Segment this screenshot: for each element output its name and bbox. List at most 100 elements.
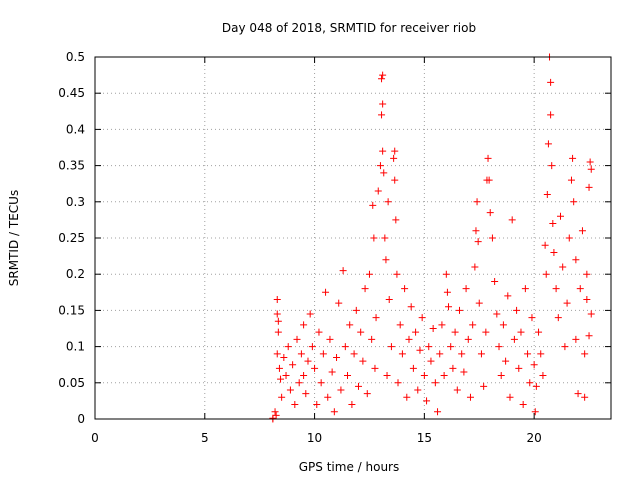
data-point (471, 263, 479, 271)
data-point (379, 71, 387, 79)
data-point (552, 285, 560, 293)
y-tick-label: 0.4 (66, 122, 85, 136)
x-tick-label: 5 (201, 431, 209, 445)
data-point (354, 382, 362, 390)
data-point (302, 390, 310, 398)
data-point (585, 332, 593, 340)
data-point (488, 234, 496, 242)
data-point (502, 357, 510, 365)
y-tick-label: 0.35 (58, 159, 85, 173)
data-point (280, 353, 288, 361)
data-point (346, 321, 354, 329)
data-point (570, 198, 578, 206)
data-point (378, 111, 386, 119)
data-point (385, 296, 393, 304)
data-point (497, 372, 505, 380)
data-point (295, 379, 303, 387)
data-point (472, 227, 480, 235)
y-axis-label: SRMTID / TECUs (7, 190, 21, 286)
data-point (365, 270, 373, 278)
data-point (519, 401, 527, 409)
data-point (330, 408, 338, 416)
data-point (485, 176, 493, 184)
data-point (313, 401, 321, 409)
data-point (381, 234, 389, 242)
data-point (429, 325, 437, 332)
data-point (543, 191, 551, 199)
data-point (547, 78, 555, 86)
data-point (508, 216, 516, 224)
data-point (587, 310, 595, 318)
x-tick-label: 15 (417, 431, 432, 445)
data-point (357, 328, 365, 336)
data-point (393, 270, 401, 278)
data-point (277, 375, 285, 383)
data-point (567, 176, 575, 184)
x-axis-label: GPS time / hours (299, 460, 400, 474)
data-point (431, 379, 439, 387)
data-point (572, 256, 580, 264)
data-point (423, 397, 431, 405)
data-point (324, 393, 332, 401)
data-point (359, 357, 367, 365)
data-point (515, 364, 523, 372)
data-point (537, 350, 545, 358)
data-point (440, 372, 448, 380)
data-point (443, 288, 451, 296)
data-point (271, 408, 279, 416)
data-point (541, 241, 549, 249)
data-point (337, 386, 345, 394)
data-point (482, 328, 490, 336)
data-point (363, 390, 371, 398)
chart-title: Day 048 of 2018, SRMTID for receiver rio… (222, 21, 476, 35)
data-point (380, 169, 388, 177)
data-point (493, 310, 501, 318)
data-point (559, 263, 567, 271)
data-point (304, 357, 312, 365)
data-point (311, 364, 319, 372)
x-tick-label: 20 (527, 431, 542, 445)
y-tick-label: 0.15 (58, 303, 85, 317)
data-point (369, 201, 377, 209)
data-point (275, 364, 283, 372)
data-point (445, 303, 453, 311)
data-point (289, 361, 297, 369)
y-tick-label: 0.2 (66, 267, 85, 281)
data-point (549, 220, 557, 228)
data-point (322, 288, 330, 296)
data-point (521, 285, 529, 293)
data-point (391, 176, 399, 184)
data-point (542, 270, 550, 278)
data-point (574, 390, 582, 398)
data-point (398, 350, 406, 358)
data-point (438, 321, 446, 329)
data-point (407, 303, 415, 311)
data-point (379, 147, 387, 155)
data-point (371, 364, 379, 372)
data-point (308, 343, 316, 351)
data-point (506, 393, 514, 401)
data-point (273, 310, 281, 318)
data-point (535, 328, 543, 336)
data-point (526, 379, 534, 387)
data-point (300, 372, 308, 380)
axis-ticks (94, 56, 611, 420)
data-point (403, 393, 411, 401)
data-point (278, 393, 286, 401)
y-tick-label: 0.05 (58, 376, 85, 390)
data-point (587, 165, 595, 173)
data-point (291, 401, 299, 409)
data-point (300, 321, 308, 329)
data-point (387, 343, 395, 351)
data-point (477, 350, 485, 358)
data-point (554, 314, 562, 322)
data-point (284, 343, 292, 351)
data-point (293, 335, 301, 343)
data-point (376, 162, 384, 170)
data-point (458, 350, 466, 358)
data-point (449, 364, 457, 372)
data-point (390, 154, 398, 162)
data-point (274, 328, 282, 336)
data-point (460, 368, 468, 376)
data-point (581, 393, 589, 401)
